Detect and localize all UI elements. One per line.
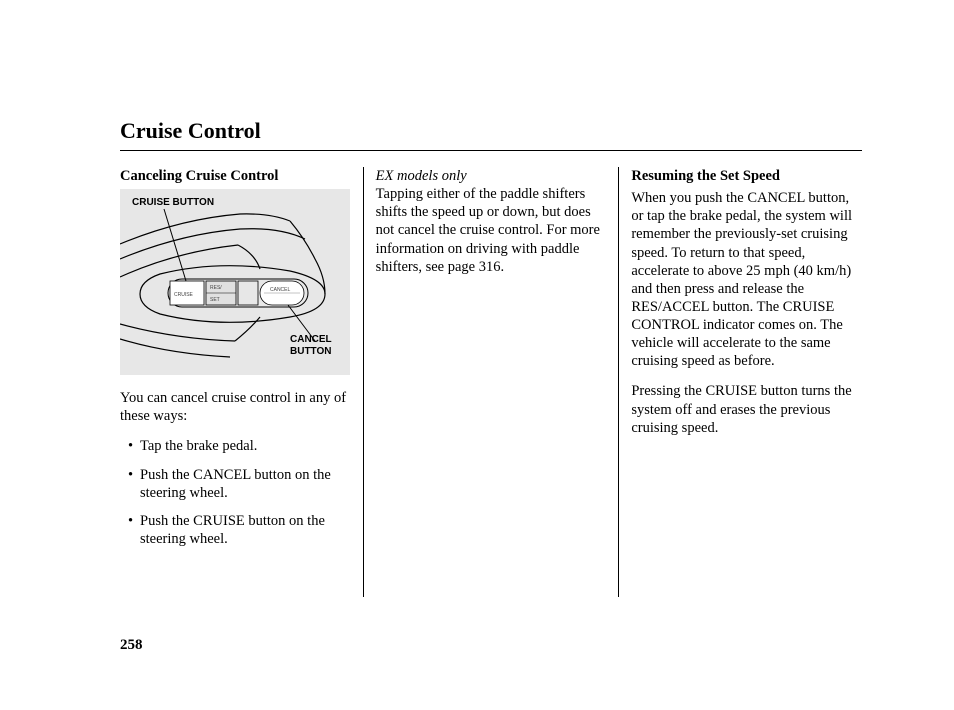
svg-text:SET: SET xyxy=(210,297,220,303)
list-item: Push the CRUISE button on the steering w… xyxy=(128,512,351,548)
col3-para1: When you push the CANCEL button, or tap … xyxy=(631,189,862,370)
svg-text:RES/: RES/ xyxy=(210,285,222,291)
steering-wheel-diagram: CRUISE BUTTON CANCEL BUTTON xyxy=(120,189,350,375)
page-ref: 316 xyxy=(479,259,501,275)
manual-page: Cruise Control Canceling Cruise Control … xyxy=(0,0,954,710)
col1-bullet-list: Tap the brake pedal. Push the CANCEL but… xyxy=(120,437,351,548)
page-title: Cruise Control xyxy=(120,118,862,144)
column-2: EX models only Tapping either of the pad… xyxy=(364,167,620,597)
diagram-btn-cancel: CANCEL xyxy=(270,287,291,293)
page-number: 258 xyxy=(120,637,143,654)
col1-intro: You can cancel cruise control in any of … xyxy=(120,389,351,425)
col2-text-b: . xyxy=(501,259,505,275)
diagram-svg: CRUISE RES/ SET CANCEL xyxy=(120,189,350,375)
col1-heading: Canceling Cruise Control xyxy=(120,167,351,185)
col3-heading: Resuming the Set Speed xyxy=(631,167,862,185)
columns-container: Canceling Cruise Control CRUISE BUTTON C… xyxy=(120,167,862,597)
list-item: Tap the brake pedal. xyxy=(128,437,351,455)
diagram-btn-cruise: CRUISE xyxy=(174,292,194,298)
column-1: Canceling Cruise Control CRUISE BUTTON C… xyxy=(120,167,364,597)
column-3: Resuming the Set Speed When you push the… xyxy=(619,167,862,597)
list-item: Push the CANCEL button on the steering w… xyxy=(128,466,351,502)
title-rule xyxy=(120,150,862,151)
model-note: EX models only xyxy=(376,167,607,185)
col2-para: Tapping either of the paddle shifters sh… xyxy=(376,185,607,276)
col3-para2: Pressing the CRUISE button turns the sys… xyxy=(631,382,862,436)
